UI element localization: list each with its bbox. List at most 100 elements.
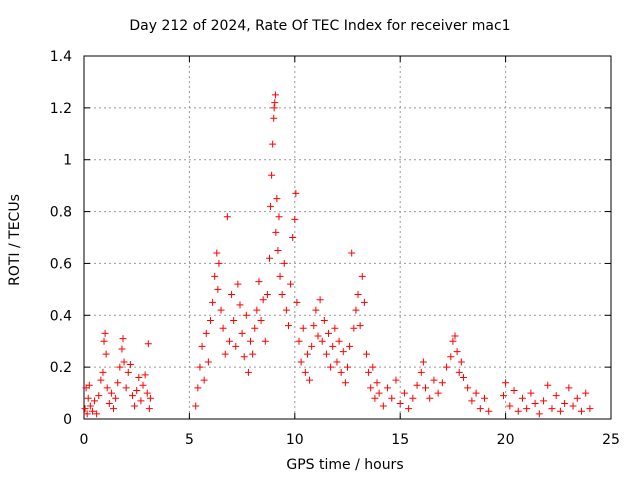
data-point	[523, 405, 531, 413]
data-point	[135, 374, 143, 382]
data-point	[137, 397, 145, 405]
data-point	[240, 353, 248, 361]
data-point	[271, 99, 279, 107]
data-point	[95, 392, 103, 400]
data-point	[84, 394, 92, 402]
data-point	[234, 280, 242, 288]
y-tick-label: 0	[63, 412, 72, 428]
data-point	[306, 376, 314, 384]
data-point	[335, 337, 343, 345]
data-point	[225, 337, 233, 345]
data-point	[274, 246, 282, 254]
data-point	[502, 379, 510, 387]
data-point	[356, 322, 364, 330]
data-point	[118, 345, 126, 353]
data-point	[251, 324, 259, 332]
data-point	[331, 324, 339, 332]
chart-title: Day 212 of 2024, Rate Of TEC Index for r…	[129, 18, 511, 34]
data-point	[238, 329, 246, 337]
data-point	[312, 306, 320, 314]
data-point	[329, 342, 337, 350]
data-point	[270, 104, 278, 112]
data-point	[261, 337, 269, 345]
data-point	[419, 358, 427, 366]
data-point	[344, 363, 351, 371]
data-point	[443, 363, 451, 371]
y-axis-label: ROTI / TECUs	[7, 194, 23, 286]
data-point	[318, 337, 326, 345]
data-point	[369, 363, 377, 371]
data-point	[561, 399, 569, 407]
data-point	[280, 259, 288, 267]
data-point	[358, 272, 366, 280]
data-point	[548, 405, 556, 413]
data-point	[223, 213, 231, 221]
data-point	[544, 381, 552, 389]
data-point	[228, 291, 236, 299]
data-point	[110, 405, 118, 413]
y-tick-label: 1	[63, 153, 72, 169]
data-point	[384, 384, 392, 392]
data-point	[143, 389, 151, 397]
data-point	[278, 291, 286, 299]
data-point	[206, 316, 214, 324]
data-point	[101, 329, 109, 337]
data-point	[565, 384, 573, 392]
data-point	[120, 358, 128, 366]
data-point	[200, 376, 208, 384]
data-point	[293, 298, 301, 306]
data-point	[266, 254, 274, 262]
data-points	[81, 91, 594, 418]
data-point	[255, 278, 263, 286]
data-point	[430, 376, 438, 384]
data-point	[126, 361, 134, 369]
y-tick-label: 1.4	[50, 49, 72, 65]
data-point	[97, 376, 105, 384]
data-point	[284, 322, 292, 330]
data-point	[322, 350, 330, 358]
x-tick-label: 10	[286, 432, 304, 448]
data-point	[535, 410, 543, 418]
data-point	[586, 405, 594, 413]
data-point	[100, 337, 108, 345]
data-point	[337, 368, 345, 376]
data-point	[371, 394, 379, 402]
data-point	[268, 171, 276, 179]
data-point	[269, 140, 277, 148]
data-point	[354, 291, 362, 299]
data-point	[476, 405, 484, 413]
data-point	[139, 381, 147, 389]
x-tick-label: 15	[391, 432, 409, 448]
data-point	[426, 394, 434, 402]
data-point	[145, 405, 153, 413]
data-point	[451, 332, 459, 340]
data-point	[499, 392, 507, 400]
data-point	[362, 350, 370, 358]
x-tick-label: 5	[185, 432, 194, 448]
data-point	[510, 386, 518, 394]
data-point	[392, 376, 400, 384]
data-point	[341, 379, 349, 387]
data-point	[124, 368, 132, 376]
data-point	[103, 384, 111, 392]
data-point	[518, 394, 526, 402]
data-point	[88, 407, 96, 415]
data-point	[292, 189, 300, 197]
data-point	[447, 353, 455, 361]
data-point	[93, 410, 101, 418]
data-point	[485, 407, 493, 415]
data-point	[360, 298, 368, 306]
data-point	[209, 298, 217, 306]
y-tick-label: 0.2	[50, 360, 72, 376]
data-point	[346, 342, 354, 350]
data-point	[221, 350, 229, 358]
y-tick-label: 0.8	[50, 205, 72, 221]
data-point	[133, 386, 141, 394]
data-point	[204, 358, 212, 366]
data-point	[214, 285, 222, 293]
data-point	[263, 291, 271, 299]
data-point	[86, 402, 94, 410]
x-tick-label: 25	[602, 432, 620, 448]
data-point	[194, 384, 202, 392]
data-point	[295, 337, 303, 345]
